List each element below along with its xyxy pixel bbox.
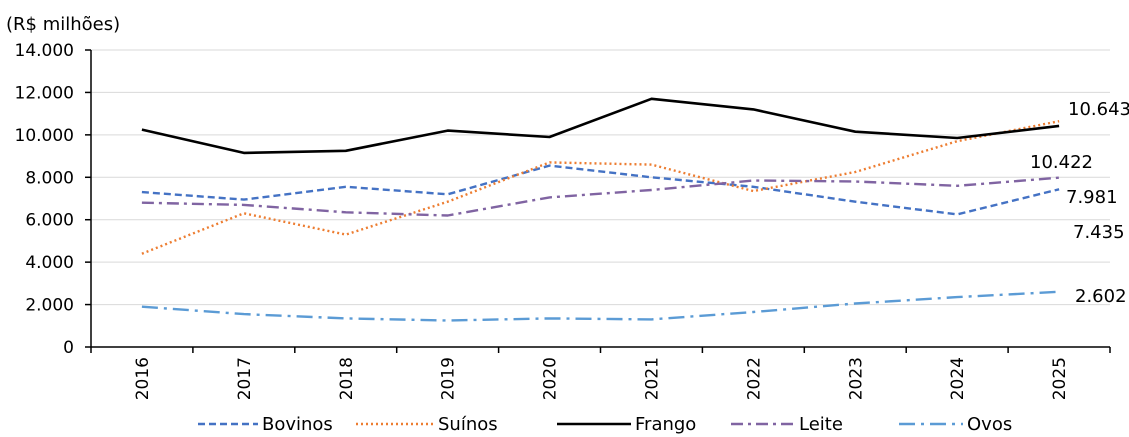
x-tick-label: 2023 [846, 357, 866, 400]
y-tick-label: 0 [63, 338, 74, 358]
legend-label: Leite [799, 414, 843, 435]
x-tick-label: 2019 [439, 357, 459, 400]
data-labels: 10.643 10.422 7.981 7.435 2.602 [1030, 99, 1129, 307]
y-tick-label: 8.000 [25, 168, 74, 188]
y-tick-label: 6.000 [25, 211, 74, 231]
y-tick-label: 10.000 [15, 126, 74, 146]
legend-item-suínos: Suínos [356, 414, 498, 435]
y-tick-label: 14.000 [15, 41, 74, 61]
series-lines [141, 97, 1060, 322]
axes [90, 50, 1111, 353]
legend-label: Bovinos [262, 414, 333, 435]
grid-lines [85, 49, 1110, 348]
series-line-bovinos [141, 164, 1060, 216]
x-tick-label: 2016 [133, 357, 153, 400]
legend-item-ovos: Ovos [899, 414, 1012, 435]
legend-label: Suínos [438, 414, 498, 435]
legend-item-frango: Frango [557, 414, 696, 435]
series-line-leite [141, 176, 1060, 217]
legend-label: Frango [635, 414, 696, 435]
legend: Bovinos Suínos Frango Leite Ovos [198, 414, 1012, 435]
x-tick-label: 2017 [235, 357, 255, 400]
legend-item-bovinos: Bovinos [198, 414, 333, 435]
data-label-ovos: 2.602 [1075, 286, 1127, 307]
series-line-frango [141, 97, 1060, 155]
y-tick-labels: 0 2.000 4.000 6.000 8.000 10.000 12.000 14.000 [15, 41, 74, 358]
x-tick-label: 2022 [744, 357, 764, 400]
y-axis-unit-label: (R$ milhões) [6, 14, 120, 35]
y-tick-label: 4.000 [25, 253, 74, 273]
series-line-ovos [141, 290, 1060, 322]
data-label-suínos: 10.643 [1068, 99, 1129, 120]
y-tick-label: 2.000 [25, 296, 74, 316]
legend-item-leite: Leite [731, 414, 843, 435]
x-tick-labels: 2016 2017 2018 2019 2020 2021 2022 2023 2024 2025 [133, 357, 1070, 400]
series-line-suínos [141, 120, 1060, 255]
data-label-bovinos: 7.435 [1073, 222, 1125, 243]
y-tick-label: 12.000 [15, 83, 74, 103]
x-tick-label: 2020 [541, 357, 561, 400]
data-label-frango: 10.422 [1030, 152, 1093, 173]
data-label-leite: 7.981 [1066, 187, 1118, 208]
x-tick-label: 2025 [1050, 357, 1070, 400]
legend-label: Ovos [967, 414, 1012, 435]
x-tick-label: 2021 [642, 357, 662, 400]
x-tick-label: 2024 [948, 357, 968, 400]
x-tick-label: 2018 [337, 357, 357, 400]
